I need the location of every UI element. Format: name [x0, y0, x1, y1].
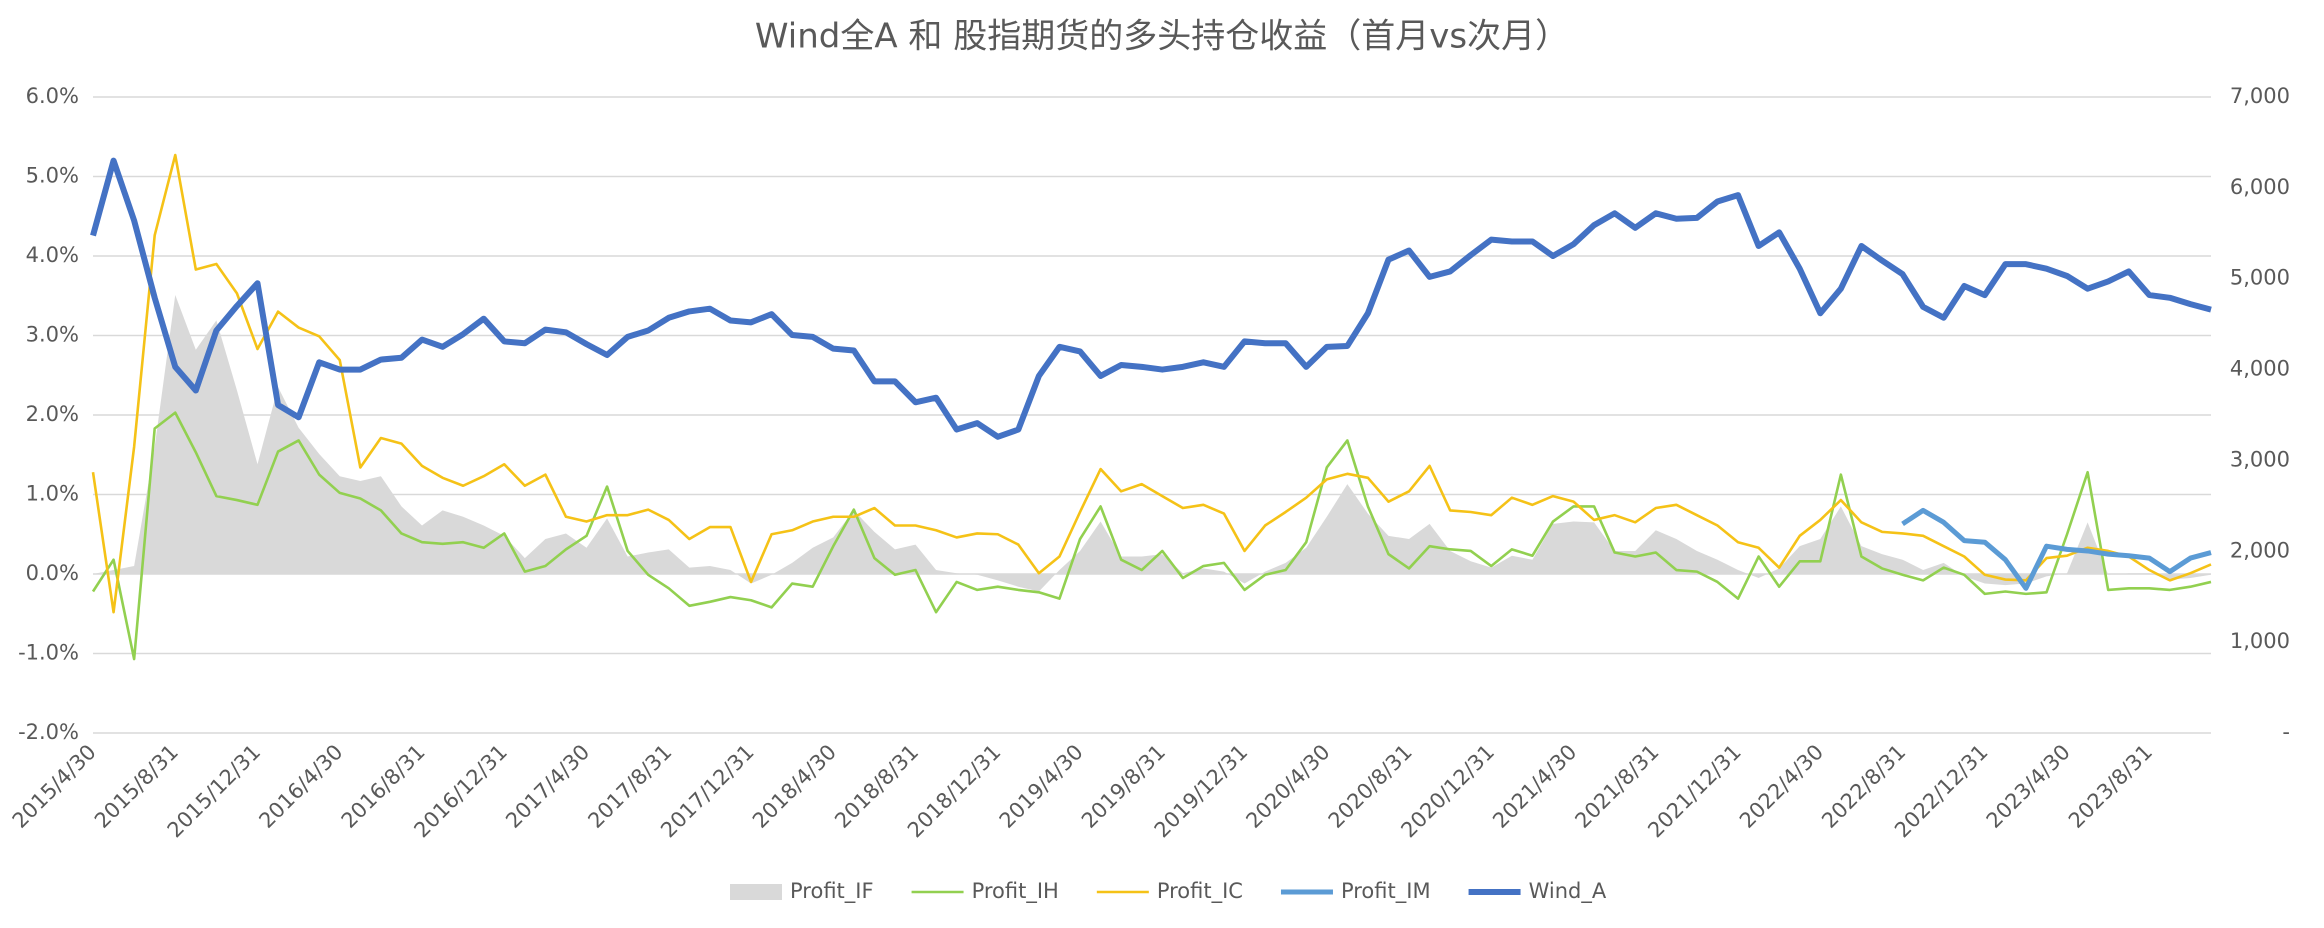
line: [90, 157, 2212, 440]
legend-label: Profit_IH: [972, 879, 1059, 904]
y2-tick-label: 2,000: [2230, 538, 2290, 562]
legend: Profit_IF Profit_IH Profit_IC Profit_IM Wind…: [730, 879, 1607, 904]
y-tick-label: 5.0%: [26, 164, 79, 188]
y-tick-label: 3.0%: [26, 323, 79, 347]
legend-label: Profit_IC: [1157, 879, 1243, 904]
y2-tick-label: 3,000: [2230, 447, 2290, 471]
y2-tick-label: 1,000: [2230, 629, 2290, 653]
grid: [93, 96, 2211, 734]
x-tick-label: 2023/4/30: [1982, 740, 2075, 833]
y2-tick-label: 7,000: [2230, 84, 2290, 108]
line: [91, 153, 2212, 614]
x-tick-label: 2017/4/30: [501, 740, 594, 833]
area: [93, 294, 2211, 592]
chart-title: Wind全A 和 股指期货的多头持仓收益（首月vs次月）: [755, 17, 1569, 57]
y2-tick-label: 5,000: [2230, 266, 2290, 290]
y2-tick-label: 4,000: [2230, 357, 2290, 381]
y2-tick-label: 6,000: [2230, 175, 2290, 199]
legend-label: Wind_A: [1529, 879, 1607, 904]
y-tick-label: -1.0%: [18, 641, 79, 665]
legend-label: Profit_IM: [1341, 879, 1431, 904]
x-tick-label: 2022/4/30: [1735, 740, 1828, 833]
y-tick-label: 6.0%: [26, 84, 79, 108]
x-tick-label: 2015/4/30: [8, 740, 101, 833]
x-tick-label: 2019/4/30: [995, 740, 1088, 833]
y-tick-label: 0.0%: [26, 561, 79, 585]
x-tick-label: 2021/4/30: [1488, 740, 1581, 833]
x-tick-label: 2018/4/30: [748, 740, 841, 833]
y-tick-label: 1.0%: [26, 482, 79, 506]
y-tick-label: -2.0%: [18, 720, 79, 744]
y-tick-label: 2.0%: [26, 402, 79, 426]
x-tick-label: 2020/4/30: [1241, 740, 1334, 833]
y2-tick-label: -: [2282, 720, 2290, 744]
y-tick-label: 4.0%: [26, 243, 79, 267]
line: [1901, 507, 2212, 591]
line: [91, 411, 2212, 661]
x-tick-label: 2016/4/30: [254, 740, 347, 833]
legend-swatch: [730, 884, 782, 900]
legend-label: Profit_IF: [790, 879, 874, 904]
x-tick-label: 2023/8/31: [2064, 740, 2157, 833]
